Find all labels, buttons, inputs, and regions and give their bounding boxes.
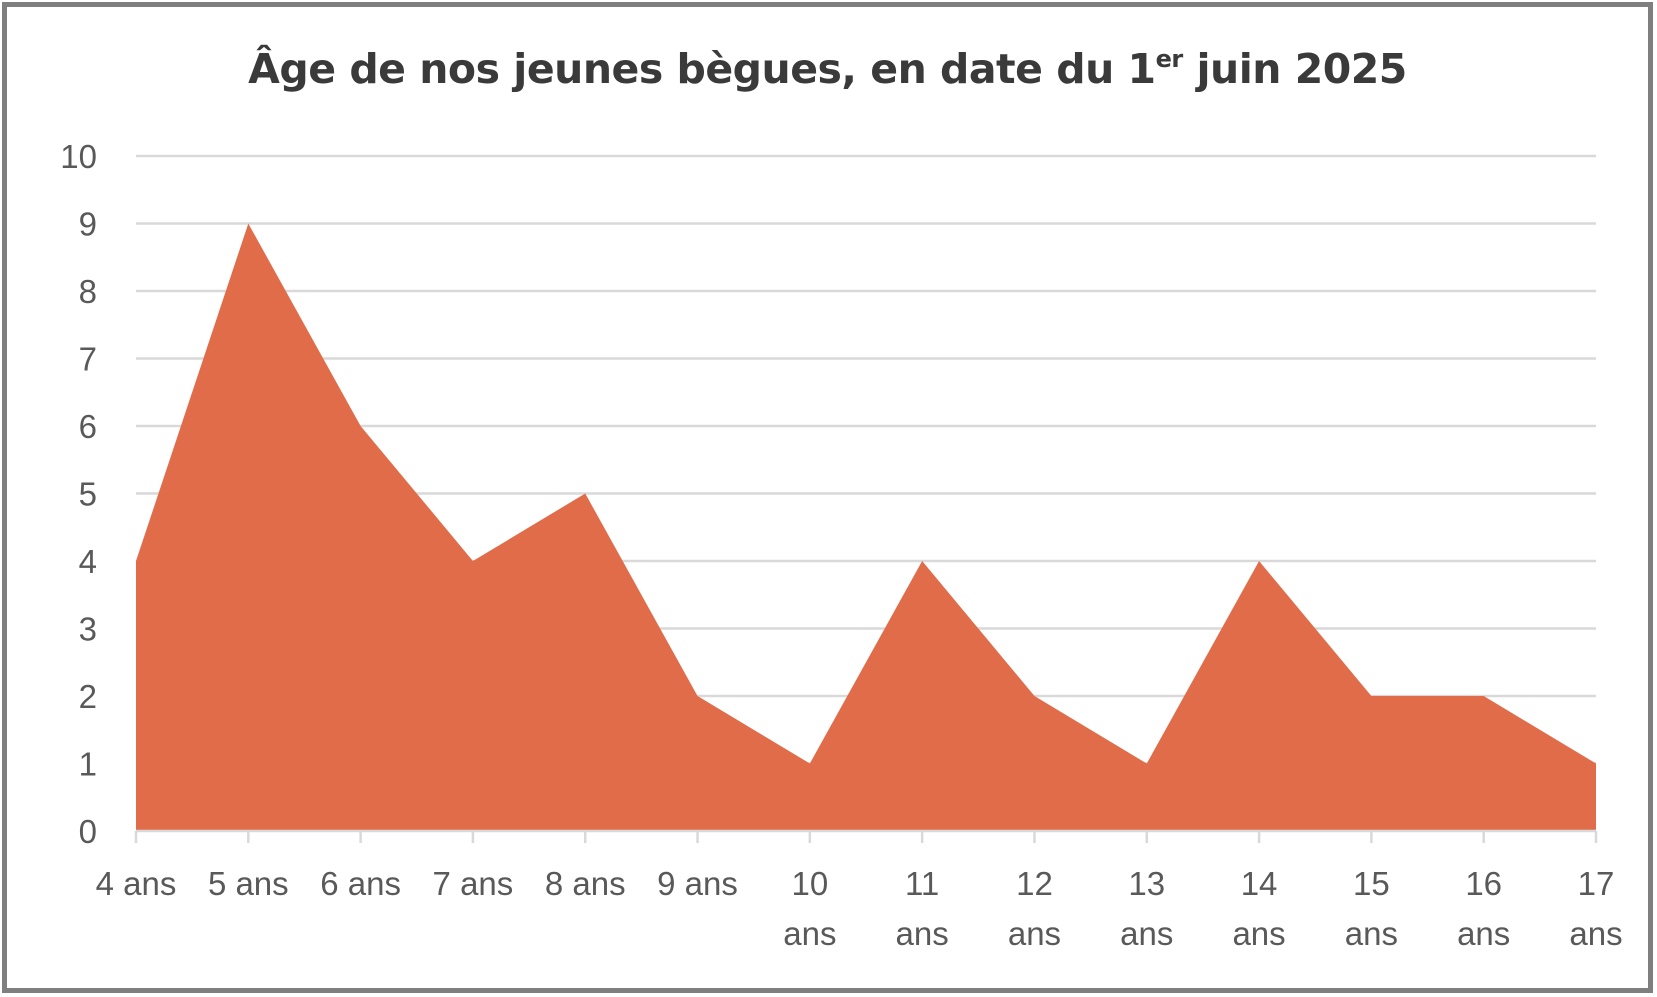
y-tick-label: 3	[79, 611, 97, 648]
y-tick-label: 2	[79, 678, 97, 715]
x-tick-label: 15	[1353, 865, 1390, 902]
x-tick-label: 14	[1241, 865, 1278, 902]
y-tick-label: 9	[79, 206, 97, 243]
y-tick-label: 6	[79, 408, 97, 445]
x-tick-label: 7 ans	[433, 865, 514, 902]
y-tick-label: 5	[79, 476, 97, 513]
x-axis-labels: 4 ans 5 ans 6 ans 7 ans 8 ans 9 ans 10 ans 11 ans…	[96, 865, 1623, 952]
x-tick-label: 17	[1578, 865, 1615, 902]
x-tick-label: 6 ans	[320, 865, 401, 902]
y-tick-label: 8	[79, 273, 97, 310]
area-series	[136, 223, 1596, 831]
x-tick-label: ans	[783, 915, 836, 952]
x-tick-label: 11	[905, 865, 939, 902]
y-tick-label: 7	[79, 341, 97, 378]
y-axis-labels: 0 1 2 3 4 5 6 7 8 9 10	[60, 138, 97, 850]
y-tick-label: 4	[79, 543, 97, 580]
chart-title-superscript: er	[1155, 45, 1184, 73]
x-tick-label: ans	[1569, 915, 1622, 952]
x-tick-label: ans	[1232, 915, 1285, 952]
x-tick-label: 9 ans	[657, 865, 738, 902]
x-tick-label: 4 ans	[96, 865, 177, 902]
y-tick-label: 0	[79, 813, 97, 850]
x-tick-label: ans	[1008, 915, 1061, 952]
y-tick-label: 1	[79, 746, 97, 783]
x-tick-label: ans	[1345, 915, 1398, 952]
x-tick-label: ans	[1457, 915, 1510, 952]
x-tick-label: 8 ans	[545, 865, 626, 902]
chart-title-main: Âge de nos jeunes bègues, en date du 1	[248, 45, 1156, 93]
chart-title: Âge de nos jeunes bègues, en date du 1er…	[7, 45, 1648, 93]
y-tick-label: 10	[60, 138, 97, 175]
x-axis	[134, 829, 1598, 843]
x-tick-label: 13	[1128, 865, 1165, 902]
x-tick-label: ans	[896, 915, 949, 952]
x-tick-label: 5 ans	[208, 865, 289, 902]
x-tick-label: ans	[1120, 915, 1173, 952]
x-tick-label: 12	[1016, 865, 1053, 902]
area-fill	[136, 223, 1596, 831]
chart-title-tail: juin 2025	[1182, 45, 1407, 93]
x-tick-label: 16	[1465, 865, 1502, 902]
x-tick-label: 10	[791, 865, 828, 902]
